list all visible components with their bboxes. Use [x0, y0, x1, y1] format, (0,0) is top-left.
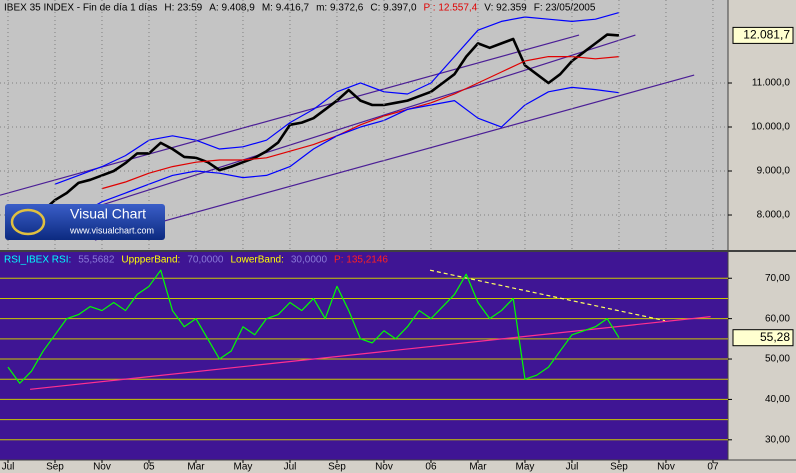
logo-icon — [10, 208, 46, 236]
plot-area — [0, 269, 728, 441]
y-tick-label: 30,00 — [765, 434, 790, 445]
y-tick-label: 50,00 — [765, 354, 790, 365]
x-tick-label: Jul — [284, 462, 297, 473]
rsi-panel — [0, 252, 728, 460]
header-text: V: 92.359 — [484, 3, 527, 14]
last-value-label: 55,28 — [760, 330, 790, 344]
x-tick-label: Mar — [187, 462, 205, 473]
series-line — [7, 33, 620, 221]
last-value-label: 12.081,7 — [743, 28, 790, 42]
legend-text: 55,5682 — [78, 255, 115, 266]
x-tick-label: Sep — [610, 462, 628, 473]
y-tick-label: 70,00 — [765, 273, 790, 284]
legend-text: 70,0000 — [187, 255, 224, 266]
x-tick-label: Sep — [46, 462, 64, 473]
y-tick-label: 8.000,0 — [757, 210, 791, 221]
header-text: m: 9.372,6 — [316, 3, 364, 14]
watermark: Visual Chart www.visualchart.com — [5, 204, 165, 240]
plot-area — [0, 0, 728, 250]
header-text: IBEX 35 INDEX - Fin de día 1 días — [4, 3, 157, 14]
header-text: P : 12.557,4 — [424, 3, 478, 14]
legend-text: UppperBand: — [121, 255, 180, 266]
series-line — [101, 55, 620, 190]
trendline — [94, 74, 695, 241]
x-tick-label: May — [516, 462, 535, 473]
y-tick-label: 10.000,0 — [751, 122, 790, 133]
logo-title: Visual Chart — [70, 206, 146, 222]
legend-text: P: 135,2146 — [334, 255, 388, 266]
x-tick-label: Jul — [566, 462, 579, 473]
trendline — [429, 269, 666, 322]
logo-url: www.visualchart.com — [69, 225, 154, 235]
x-tick-label: 05 — [143, 462, 155, 473]
legend-text: LowerBand: — [231, 255, 284, 266]
x-tick-label: Nov — [93, 462, 111, 473]
x-tick-label: 06 — [425, 462, 437, 473]
y-tick-label: 11.000,0 — [752, 78, 791, 89]
x-tick-label: Sep — [328, 462, 346, 473]
last-value-box — [732, 26, 794, 44]
trendline — [30, 316, 711, 390]
x-tick-label: Nov — [657, 462, 675, 473]
header-text: A: 9.408,9 — [209, 3, 255, 14]
header-text: F: 23/05/2005 — [534, 3, 596, 14]
header-text: M: 9.416,7 — [262, 3, 310, 14]
x-tick-label: Jul — [2, 462, 15, 473]
last-value-box — [732, 329, 794, 347]
series-line — [7, 269, 620, 384]
x-tick-label: Mar — [469, 462, 487, 473]
y-tick-label: 9.000,0 — [757, 166, 791, 177]
y-tick-label: 60,00 — [765, 313, 790, 324]
x-tick-label: Nov — [375, 462, 393, 473]
header-text: H: 23:59 — [164, 3, 202, 14]
legend-text: 30,0000 — [291, 255, 328, 266]
x-tick-label: May — [234, 462, 253, 473]
legend-text: RSI_IBEX RSI: — [4, 255, 71, 266]
logo-box — [5, 204, 165, 240]
x-tick-label: 07 — [707, 462, 719, 473]
header-text: C: 9.397,0 — [370, 3, 417, 14]
y-tick-label: 40,00 — [765, 394, 790, 405]
